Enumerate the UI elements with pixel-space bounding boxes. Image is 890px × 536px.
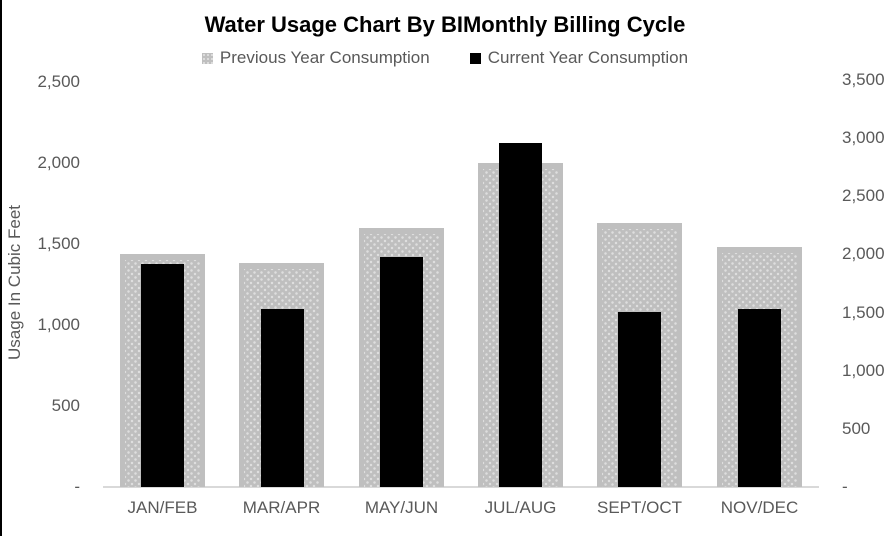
legend-label-current-year: Current Year Consumption — [487, 48, 689, 67]
bar-current-year — [738, 309, 781, 487]
legend: Previous Year Consumption Current Year C… — [0, 48, 890, 68]
legend-swatch-previous-year-icon — [201, 52, 213, 64]
legend-item-current-year: Current Year Consumption — [469, 48, 689, 68]
bar-current-year — [618, 312, 661, 487]
bar-current-year — [499, 143, 542, 487]
x-axis-label: JAN/FEB — [127, 498, 198, 517]
y-axis-title: Usage In Cubic Feet — [5, 205, 24, 360]
y-axis-tick-right: 3,500 — [842, 70, 885, 89]
y-axis-tick-left: 1,000 — [37, 315, 80, 334]
legend-label-previous-year: Previous Year Consumption — [219, 48, 430, 67]
bar-current-year — [380, 257, 423, 487]
y-axis-tick-left: - — [74, 477, 80, 496]
legend-item-previous-year: Previous Year Consumption — [201, 48, 430, 68]
chart-title: Water Usage Chart By BIMonthly Billing C… — [204, 12, 686, 37]
bar-current-year — [261, 309, 304, 487]
x-axis-label: MAY/JUN — [364, 498, 439, 517]
y-axis-tick-left: 500 — [51, 396, 80, 415]
y-axis-tick-right: 2,000 — [842, 244, 885, 263]
y-axis-tick-right: 3,000 — [842, 128, 885, 147]
x-axis-label: NOV/DEC — [720, 498, 799, 517]
x-axis-label: JUL/AUG — [484, 498, 557, 517]
y-axis-tick-right: 2,500 — [842, 186, 885, 205]
x-axis-line — [103, 486, 819, 488]
y-axis-tick-right: - — [842, 477, 848, 496]
x-axis-label: MAR/APR — [242, 498, 321, 517]
y-axis-tick-left: 2,500 — [37, 72, 80, 91]
x-axis-label: SEPT/OCT — [596, 498, 682, 517]
y-axis-tick-left: 2,000 — [37, 153, 80, 172]
bar-current-year — [141, 264, 184, 487]
y-axis-tick-right: 1,000 — [842, 361, 885, 380]
y-axis-tick-left: 1,500 — [37, 234, 80, 253]
window-left-edge — [0, 0, 2, 536]
legend-swatch-current-year-icon — [469, 52, 481, 64]
y-axis-tick-right: 1,500 — [842, 303, 885, 322]
y-axis-tick-right: 500 — [842, 419, 871, 438]
